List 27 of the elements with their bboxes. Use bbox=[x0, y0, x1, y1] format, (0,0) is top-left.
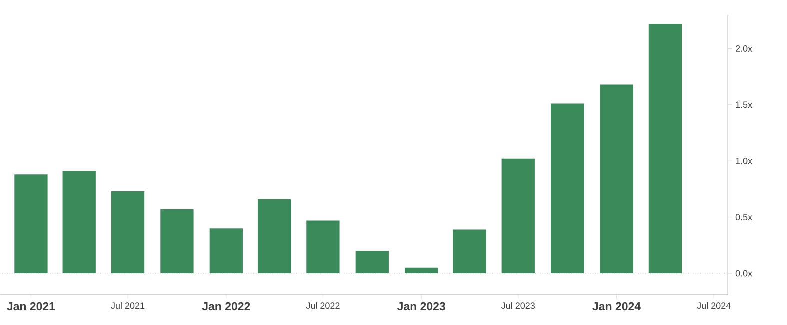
bar bbox=[306, 220, 340, 274]
x-tick-label: Jan 2022 bbox=[202, 302, 250, 311]
x-tick-label: Jul 2023 bbox=[502, 302, 535, 310]
bar bbox=[14, 174, 48, 274]
bar bbox=[405, 268, 438, 274]
bar bbox=[600, 84, 634, 274]
x-tick-label: Jul 2022 bbox=[306, 302, 340, 310]
bar bbox=[160, 210, 194, 274]
bar bbox=[502, 158, 535, 274]
bar bbox=[258, 199, 292, 274]
x-tick-label: Jan 2023 bbox=[397, 302, 446, 311]
y-tick-label: 1.0x bbox=[736, 158, 752, 164]
bar bbox=[62, 171, 96, 274]
x-tick-label: Jan 2021 bbox=[7, 302, 56, 311]
x-tick-label: Jul 2024 bbox=[697, 302, 731, 310]
y-tick-label: 1.5x bbox=[736, 102, 752, 108]
bar bbox=[453, 230, 486, 274]
bar bbox=[648, 24, 682, 274]
bar bbox=[551, 104, 584, 274]
bar bbox=[356, 251, 389, 274]
x-tick-label: Jan 2024 bbox=[592, 302, 641, 311]
y-tick-label: 0.5x bbox=[736, 214, 752, 221]
y-tick-label: 2.0x bbox=[736, 46, 752, 52]
bar bbox=[111, 192, 145, 274]
bar bbox=[210, 228, 243, 274]
x-tick-label: Jul 2021 bbox=[111, 302, 145, 310]
y-tick-label: 0.0x bbox=[736, 270, 752, 277]
